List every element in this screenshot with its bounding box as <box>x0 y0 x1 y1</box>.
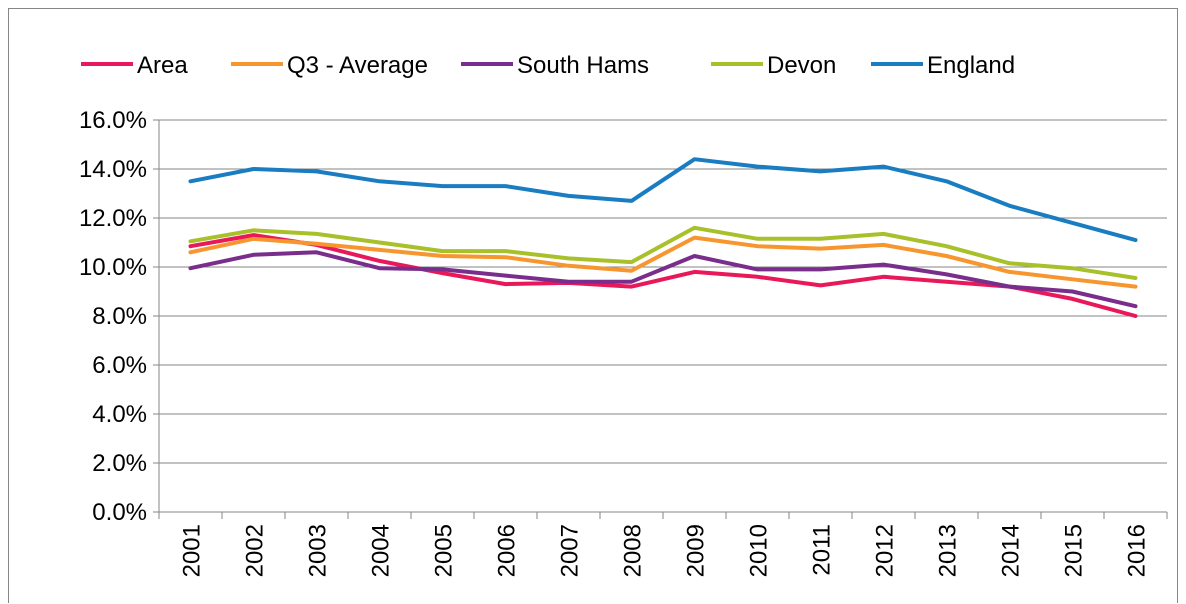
x-tick-label: 2009 <box>683 524 710 577</box>
legend: Area Q3 - Average South Hams Devon England <box>81 52 1015 79</box>
series-line-area <box>188 233 1138 318</box>
y-tick-label: 8.0% <box>92 303 147 330</box>
x-tick-label: 2015 <box>1061 524 1088 577</box>
series-line-south-hams <box>188 250 1138 309</box>
x-tick-label: 2004 <box>368 524 395 577</box>
legend-label-q3-average: Q3 - Average <box>287 52 428 79</box>
y-tick-label: 6.0% <box>92 352 147 379</box>
y-axis-tick-labels: 0.0% 2.0% 4.0% 6.0% 8.0% 10.0% 12.0% 14.0% 16.0% <box>79 107 147 526</box>
chart-frame: 0.0% 2.0% 4.0% 6.0% 8.0% 10.0% 12.0% 14.0% 16.0%… <box>8 8 1178 603</box>
x-tick-label: 2006 <box>494 524 521 577</box>
x-axis-tick-labels: 2001 2002 2003 2004 2005 2006 2007 2008 2009 2010… <box>179 524 1151 577</box>
x-tick-label: 2002 <box>242 524 269 577</box>
legend-label-devon: Devon <box>767 52 836 79</box>
x-tick-label: 2001 <box>179 524 206 577</box>
line-chart: 0.0% 2.0% 4.0% 6.0% 8.0% 10.0% 12.0% 14.0% 16.0%… <box>79 52 1168 577</box>
x-tick-label: 2007 <box>557 524 584 577</box>
series-line-devon <box>188 225 1138 280</box>
x-tick-label: 2011 <box>809 524 836 576</box>
legend-label-south-hams: South Hams <box>517 52 649 79</box>
x-tick-label: 2012 <box>872 524 899 577</box>
x-tick-label: 2010 <box>746 524 773 577</box>
y-tick-label: 12.0% <box>79 205 147 232</box>
axes <box>153 119 1168 519</box>
series-line-england <box>188 157 1138 243</box>
x-tick-label: 2014 <box>998 524 1025 577</box>
y-tick-label: 4.0% <box>92 401 147 428</box>
x-tick-label: 2013 <box>935 524 962 577</box>
series-line-q3-average <box>188 235 1138 289</box>
x-tick-label: 2003 <box>305 524 332 577</box>
legend-label-area: Area <box>137 52 188 79</box>
y-tick-label: 14.0% <box>79 156 147 183</box>
x-tick-label: 2005 <box>431 524 458 577</box>
y-tick-label: 16.0% <box>79 107 147 134</box>
x-tick-label: 2016 <box>1124 524 1151 577</box>
series-lines <box>188 157 1138 318</box>
x-tick-label: 2008 <box>620 524 647 577</box>
legend-label-england: England <box>927 52 1015 79</box>
y-tick-label: 2.0% <box>92 450 147 477</box>
y-tick-label: 10.0% <box>79 254 147 281</box>
y-tick-label: 0.0% <box>92 499 147 526</box>
